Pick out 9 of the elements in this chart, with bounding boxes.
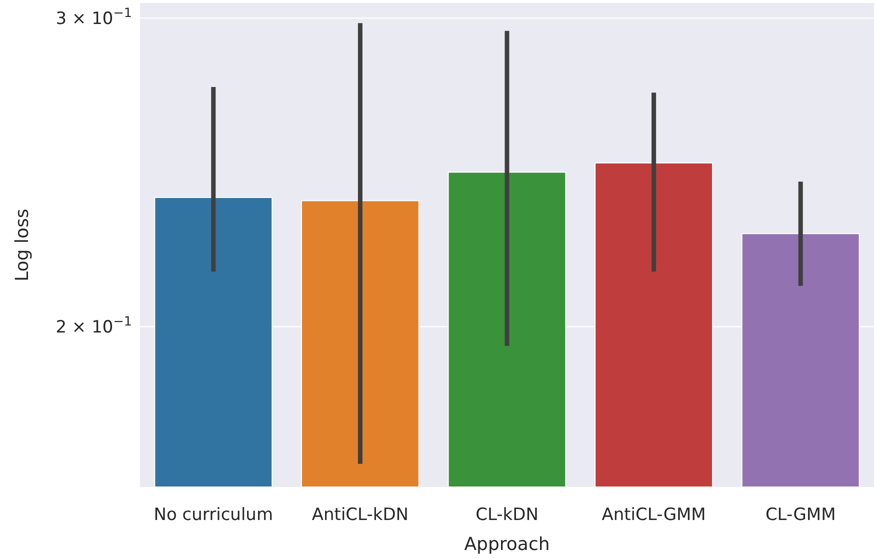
x-tick-label: CL-kDN — [476, 505, 538, 525]
x-tick-label: AntiCL-kDN — [312, 505, 409, 525]
x-tick-label: No curriculum — [154, 505, 274, 525]
x-tick-label: CL-GMM — [765, 505, 836, 525]
y-axis-title: Log loss — [12, 208, 33, 282]
x-tick-label: AntiCL-GMM — [602, 505, 706, 525]
y-tick-label: 3 × 10$^{−1}$ — [56, 6, 132, 30]
x-axis-title: Approach — [464, 534, 550, 555]
y-tick-label: 2 × 10$^{−1}$ — [56, 314, 132, 338]
